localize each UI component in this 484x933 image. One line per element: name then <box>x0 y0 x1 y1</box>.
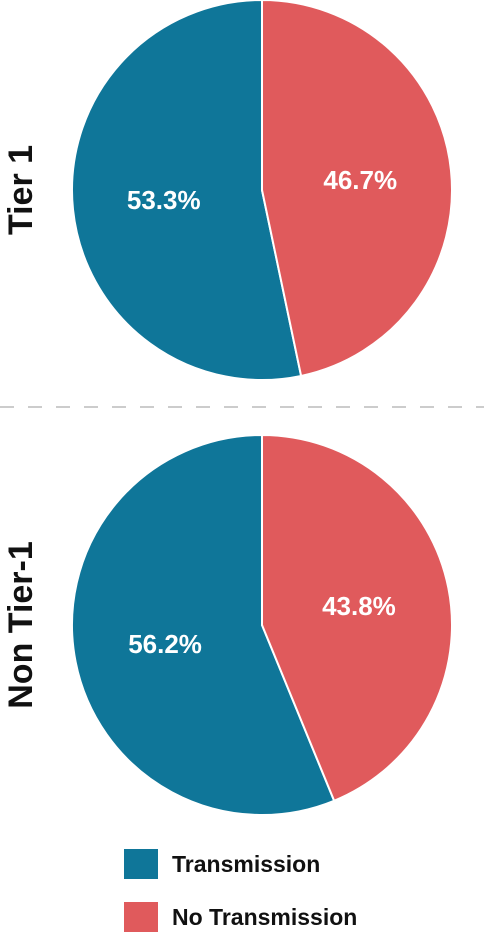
legend: Transmission No Transmission <box>124 849 357 932</box>
slice-label-transmission: 53.3% <box>127 185 201 215</box>
row-label-non-tier-1: Non Tier-1 <box>2 541 40 709</box>
pie-slice-transmission <box>71 0 303 381</box>
pie-slice-no-transmission <box>261 433 453 803</box>
pie-slice-no-transmission <box>261 0 453 378</box>
pie-panel-tier-1: Tier 1 53.3% 46.7% <box>2 0 453 381</box>
pie-tier-1: 53.3% 46.7% <box>71 0 453 381</box>
legend-label-transmission: Transmission <box>172 851 320 877</box>
legend-label-no-transmission: No Transmission <box>172 904 357 930</box>
legend-item-transmission: Transmission <box>124 849 320 879</box>
slice-label-no-transmission: 43.8% <box>322 591 396 621</box>
legend-swatch-no-transmission <box>124 902 158 932</box>
legend-swatch-transmission <box>124 849 158 879</box>
legend-item-no-transmission: No Transmission <box>124 902 357 932</box>
slice-label-no-transmission: 46.7% <box>323 165 397 195</box>
pie-slice-transmission <box>71 433 336 816</box>
pie-panel-non-tier-1: Non Tier-1 56.2% 43.8% <box>2 433 453 816</box>
slice-label-transmission: 56.2% <box>128 629 202 659</box>
row-label-tier-1: Tier 1 <box>2 145 40 235</box>
pie-non-tier-1: 56.2% 43.8% <box>71 433 453 816</box>
